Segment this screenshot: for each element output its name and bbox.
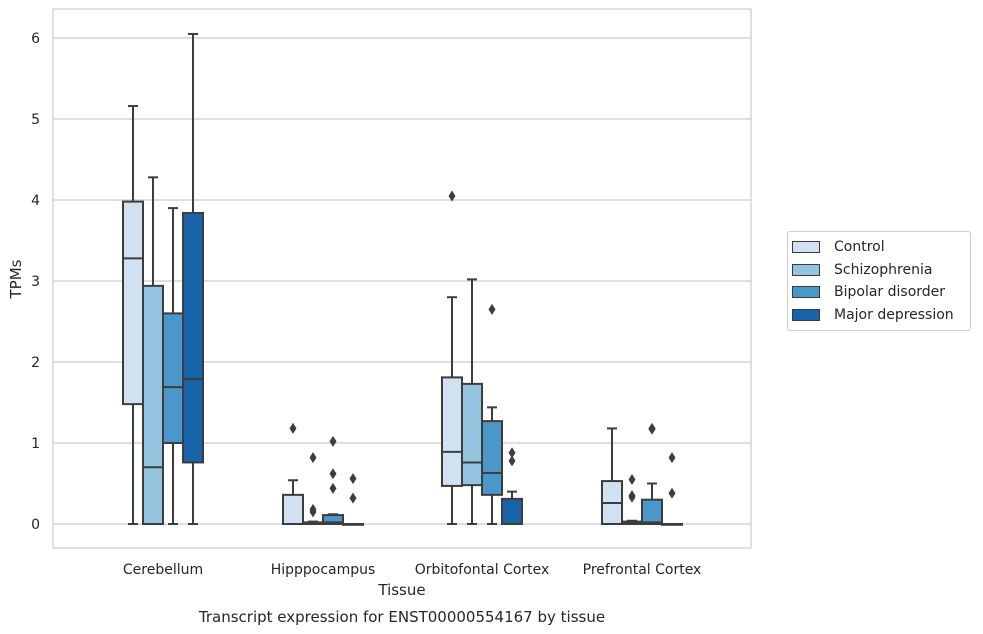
outlier-point xyxy=(349,492,357,504)
legend-swatch xyxy=(792,241,820,254)
box-schizophrenia-orbitofontal-cortex xyxy=(461,278,483,525)
outlier-point xyxy=(508,447,516,459)
box-iqr xyxy=(322,514,344,526)
legend-label: Schizophrenia xyxy=(834,261,933,278)
box-iqr xyxy=(441,376,463,487)
legend: Control Schizophrenia Bipolar disorder Majo… xyxy=(787,231,971,331)
legend-item: Bipolar disorder xyxy=(788,281,970,304)
box-major-depression-orbitofontal-cortex xyxy=(501,447,523,526)
x-axis-label: Tissue xyxy=(377,581,425,599)
outlier-point xyxy=(488,303,496,315)
box-iqr xyxy=(162,312,184,444)
box-major-depression-prefrontal-cortex xyxy=(661,452,683,526)
box-iqr xyxy=(641,498,663,526)
legend-swatch xyxy=(792,286,820,299)
box-iqr xyxy=(182,211,204,464)
legend-label: Control xyxy=(834,239,885,256)
box-iqr xyxy=(122,200,144,406)
legend-label: Major depression xyxy=(834,306,954,323)
outlier-point xyxy=(648,423,656,435)
outlier-point xyxy=(668,487,676,499)
box-schizophrenia-prefrontal-cortex xyxy=(621,473,643,526)
x-tick-label: Orbitofontal Cortex xyxy=(415,562,550,578)
legend-label: Bipolar disorder xyxy=(834,284,946,301)
legend-swatch xyxy=(792,263,820,276)
box-bipolar-disorder-prefrontal-cortex xyxy=(641,422,663,526)
box-major-depression-hipppocampus xyxy=(342,473,364,526)
box-bipolar-disorder-cerebellum xyxy=(162,207,184,525)
y-tick-label: 4 xyxy=(31,193,40,209)
box-iqr xyxy=(142,284,164,525)
box-control-prefrontal-cortex xyxy=(601,427,623,526)
outlier-point xyxy=(329,482,337,494)
y-tick-label: 2 xyxy=(31,355,40,371)
outlier-point xyxy=(349,473,357,485)
x-tick-label: Hipppocampus xyxy=(271,562,376,578)
outlier-point xyxy=(668,452,676,464)
y-tick-label: 6 xyxy=(31,31,40,47)
box-bipolar-disorder-orbitofontal-cortex xyxy=(481,303,503,525)
box-bipolar-disorder-hipppocampus xyxy=(322,435,344,526)
y-tick-label: 1 xyxy=(31,436,40,452)
y-tick-label: 5 xyxy=(31,112,40,128)
plot-area xyxy=(52,8,752,549)
box-iqr xyxy=(501,497,523,526)
x-tick-label: Cerebellum xyxy=(123,562,203,578)
y-tick-label: 0 xyxy=(31,517,40,533)
legend-item: Major depression xyxy=(788,304,970,327)
outlier-point xyxy=(508,455,516,467)
box-iqr xyxy=(461,382,483,487)
outlier-point xyxy=(289,422,297,434)
legend-item: Control xyxy=(788,236,970,259)
box-schizophrenia-cerebellum xyxy=(142,176,164,525)
outlier-point xyxy=(628,491,636,503)
chart-caption: Transcript expression for ENST0000055416… xyxy=(198,608,605,626)
y-axis-label: TPMs xyxy=(7,259,25,299)
outlier-point xyxy=(309,506,317,518)
outlier-point xyxy=(329,468,337,480)
box-iqr xyxy=(481,420,503,496)
outlier-point xyxy=(448,190,456,202)
outlier-point xyxy=(628,473,636,485)
x-tick-label: Prefrontal Cortex xyxy=(583,562,702,578)
legend-swatch xyxy=(792,308,820,321)
box-iqr xyxy=(282,493,304,525)
legend-item: Schizophrenia xyxy=(788,259,970,282)
outlier-point xyxy=(309,452,317,464)
box-major-depression-cerebellum xyxy=(182,32,204,525)
box-control-hipppocampus xyxy=(282,422,304,525)
outlier-point xyxy=(329,435,337,447)
y-tick-label: 3 xyxy=(31,274,40,290)
